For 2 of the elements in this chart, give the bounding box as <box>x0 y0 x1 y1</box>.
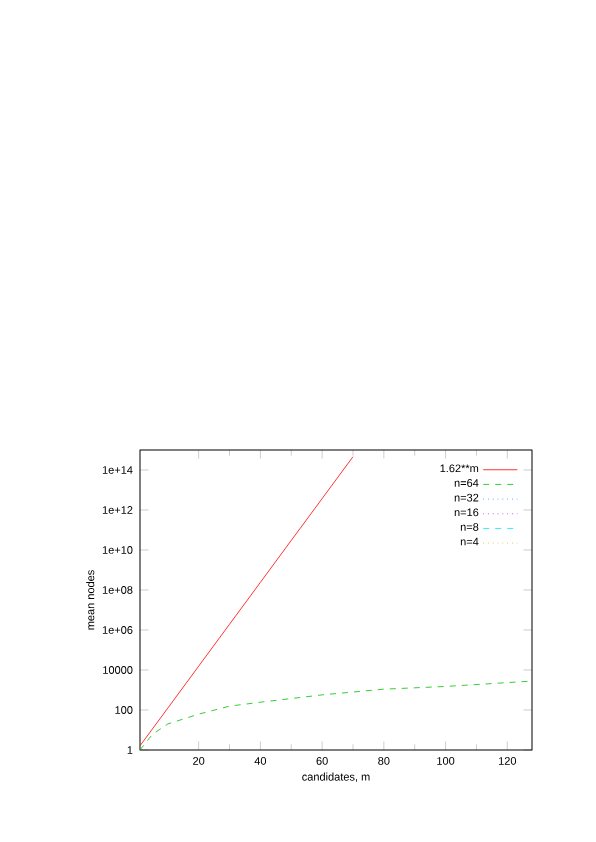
line-series <box>140 456 354 747</box>
line-series <box>140 680 532 750</box>
